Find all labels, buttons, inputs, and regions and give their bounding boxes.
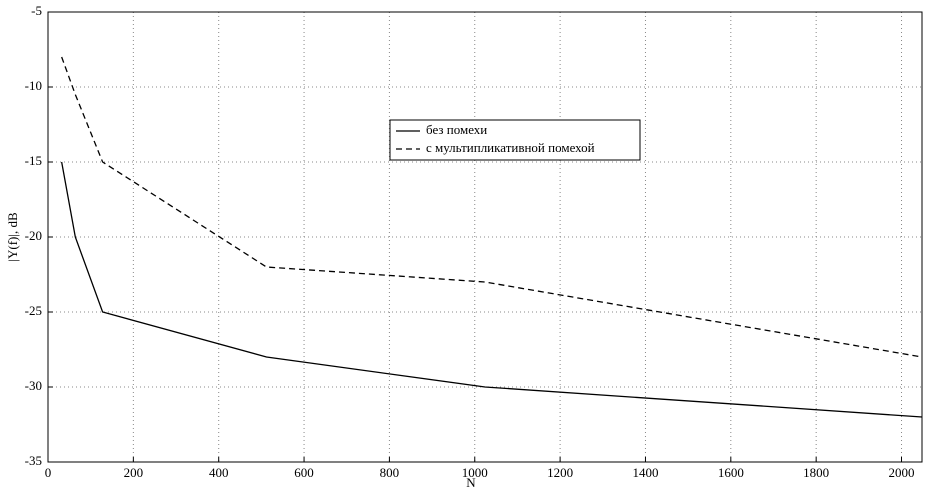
x-tick-label: 1800 (803, 465, 829, 480)
x-tick-label: 1000 (462, 465, 488, 480)
series-line (61, 56, 923, 358)
y-tick-label: -25 (25, 303, 42, 318)
x-tick-label: 1400 (632, 465, 658, 480)
legend-label: с мультипликативной помехой (426, 140, 595, 155)
x-tick-label: 200 (124, 465, 144, 480)
x-tick-label: 1600 (718, 465, 744, 480)
plot-frame (47, 11, 923, 463)
legend-box (389, 119, 641, 161)
y-tick-label: -10 (25, 78, 42, 93)
y-tick-label: -35 (25, 453, 42, 468)
x-tick-label: 2000 (889, 465, 915, 480)
y-axis-label: |Y(f)|, dB (5, 212, 20, 262)
x-axis-label: N (466, 475, 476, 490)
x-tick-label: 800 (380, 465, 400, 480)
series-line (61, 161, 923, 418)
legend-label: без помехи (426, 122, 487, 137)
y-tick-label: -15 (25, 153, 42, 168)
y-tick-label: -5 (31, 3, 42, 18)
x-tick-label: 400 (209, 465, 229, 480)
y-tick-label: -20 (25, 228, 42, 243)
x-tick-label: 1200 (547, 465, 573, 480)
y-tick-label: -30 (25, 378, 42, 393)
x-tick-label: 0 (45, 465, 52, 480)
x-tick-label: 600 (294, 465, 314, 480)
